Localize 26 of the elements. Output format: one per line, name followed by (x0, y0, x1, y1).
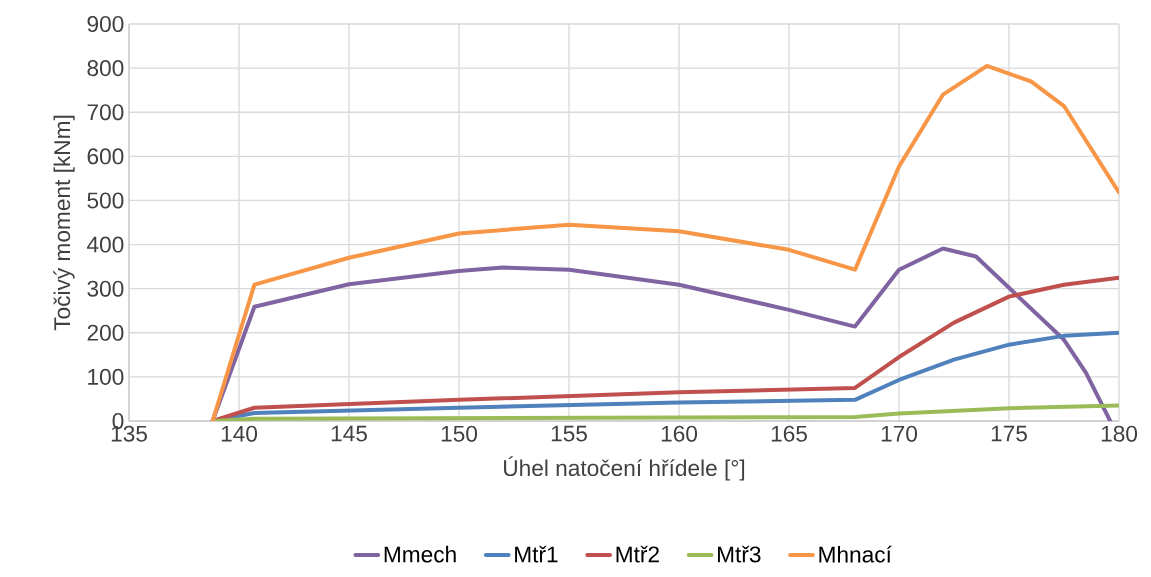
y-tick-label: 100 (88, 368, 124, 385)
x-tick-label: 175 (991, 425, 1027, 442)
y-tick-label: 900 (87, 15, 124, 33)
x-tick-label: 180 (1101, 425, 1138, 442)
x-tick-label: 170 (881, 425, 918, 442)
line-series (210, 63, 1119, 421)
x-tick-label: 160 (661, 425, 698, 442)
x-tick-label: 140 (221, 425, 258, 442)
x-tick-label: 145 (331, 425, 367, 442)
y-tick-label: 400 (87, 236, 124, 253)
y-tick-label: 300 (87, 280, 124, 297)
y-tick-label: 200 (87, 324, 124, 341)
legend-label: Mtř2 (616, 545, 659, 563)
legend-label: Mmech (384, 545, 456, 563)
y-axis-title: Točivý moment [kNm] (53, 115, 75, 331)
legend-label: Mhnací (819, 545, 892, 563)
y-tick-label: 700 (87, 104, 124, 121)
legend-label: Mtř3 (718, 545, 761, 563)
legend-label: Mtř1 (515, 545, 558, 563)
x-tick-label: 155 (551, 425, 587, 442)
x-axis-title: Úhel natočení hřídele [°] (504, 456, 745, 481)
x-tick-label: 165 (771, 425, 807, 442)
y-tick-label: 600 (87, 148, 124, 165)
y-tick-label: 800 (87, 60, 124, 77)
y-tick-label: 500 (87, 192, 124, 209)
x-tick-label: 150 (441, 425, 478, 442)
